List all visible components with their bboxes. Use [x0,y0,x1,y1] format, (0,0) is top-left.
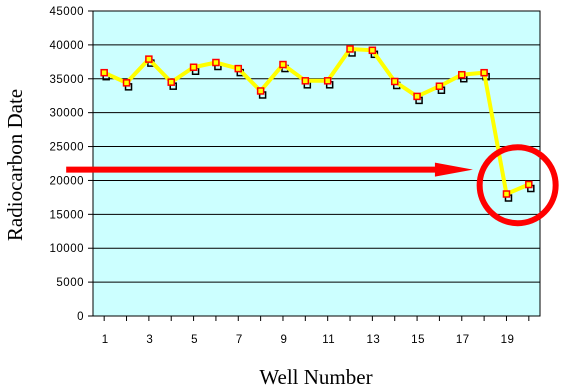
plot-area [92,10,541,317]
annotations [66,144,559,227]
x-tick-label: 7 [236,334,243,346]
data-point [368,46,377,55]
data-point [480,68,488,77]
y-tick-label: 35000 [50,74,84,86]
y-tick-label: 40000 [50,40,84,52]
y-tick-label: 45000 [50,6,84,18]
series-markers [100,45,533,198]
x-tick-label: 3 [146,334,153,346]
y-tick-label: 25000 [50,142,84,154]
data-point [100,68,108,77]
data-point [323,77,332,85]
data-point [458,70,466,79]
data-point [212,58,220,67]
y-axis-title: Radiocarbon Date [3,89,27,241]
y-tick-label: 5000 [56,277,84,289]
data-point [189,63,198,72]
y-tick-label: 0 [77,311,84,323]
x-axis-ticks: 1 3 5 7 9 11 13 15 17 19 [102,316,530,346]
x-tick-label: 5 [191,334,198,346]
data-point [122,79,131,87]
x-tick-label: 11 [322,334,335,346]
data-point [145,55,153,63]
data-point [390,77,399,86]
data-point [435,82,444,90]
y-tick-label: 15000 [50,209,84,221]
data-point [525,180,533,189]
data-point [413,92,421,101]
x-tick-label: 19 [501,334,515,346]
y-axis-ticks: 0 5000 10000 15000 20000 25000 30000 35000 40000… [50,6,93,323]
data-point [234,64,243,73]
data-point [502,190,511,198]
y-tick-label: 10000 [50,243,84,255]
x-tick-label: 15 [411,334,425,346]
data-point [346,45,354,53]
data-point [279,60,287,69]
data-point [256,87,265,95]
x-tick-label: 13 [366,334,380,346]
x-tick-label: 1 [102,334,109,346]
x-tick-label: 9 [281,334,288,346]
data-point [167,78,175,86]
x-axis-title: Well Number [259,365,372,389]
arrow-head [434,162,473,177]
highlight-circle [476,144,559,227]
y-tick-label: 20000 [50,175,84,187]
x-tick-label: 17 [456,334,470,346]
data-point [301,77,310,85]
y-tick-label: 30000 [50,108,84,120]
